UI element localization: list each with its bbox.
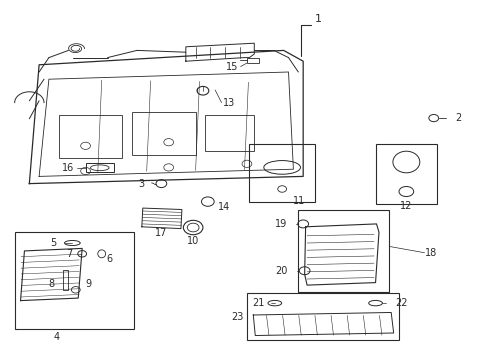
Text: 3: 3	[138, 179, 144, 189]
Text: 2: 2	[454, 113, 460, 123]
Bar	[62, 270, 68, 290]
Bar	[246, 58, 259, 63]
Bar	[205, 115, 254, 151]
Bar	[246, 293, 398, 340]
Bar	[15, 232, 134, 329]
Bar	[298, 210, 388, 292]
Bar	[59, 115, 122, 158]
Text: 8: 8	[48, 279, 55, 289]
Text: 1: 1	[314, 14, 321, 24]
Text: 23: 23	[231, 312, 243, 322]
Text: 11: 11	[293, 195, 305, 206]
Text: 12: 12	[399, 201, 412, 211]
Text: 13: 13	[222, 98, 234, 108]
Text: 17: 17	[155, 228, 167, 238]
Text: 22: 22	[394, 298, 407, 308]
Text: 9: 9	[85, 279, 92, 289]
Bar	[249, 144, 315, 202]
Text: 4: 4	[53, 332, 59, 342]
Bar	[85, 163, 114, 172]
Text: 6: 6	[106, 254, 113, 264]
Text: 18: 18	[425, 248, 437, 258]
Text: 7: 7	[66, 249, 72, 259]
Bar	[375, 144, 436, 204]
Bar	[132, 112, 195, 155]
Text: 14: 14	[217, 202, 229, 212]
Text: 10: 10	[186, 236, 199, 246]
Text: 16: 16	[62, 163, 74, 173]
Text: 20: 20	[275, 266, 287, 276]
Text: 5: 5	[50, 238, 56, 248]
Text: 19: 19	[275, 219, 287, 229]
Text: 21: 21	[252, 298, 264, 308]
Text: 15: 15	[226, 62, 238, 72]
